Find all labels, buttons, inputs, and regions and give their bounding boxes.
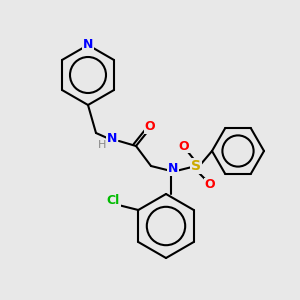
Text: N: N xyxy=(107,133,117,146)
Text: Cl: Cl xyxy=(107,194,120,206)
Text: S: S xyxy=(191,159,201,173)
Text: O: O xyxy=(145,121,155,134)
Text: N: N xyxy=(83,38,93,52)
Text: O: O xyxy=(205,178,215,191)
Text: O: O xyxy=(179,140,189,152)
Text: H: H xyxy=(98,140,106,150)
Text: N: N xyxy=(168,163,178,176)
